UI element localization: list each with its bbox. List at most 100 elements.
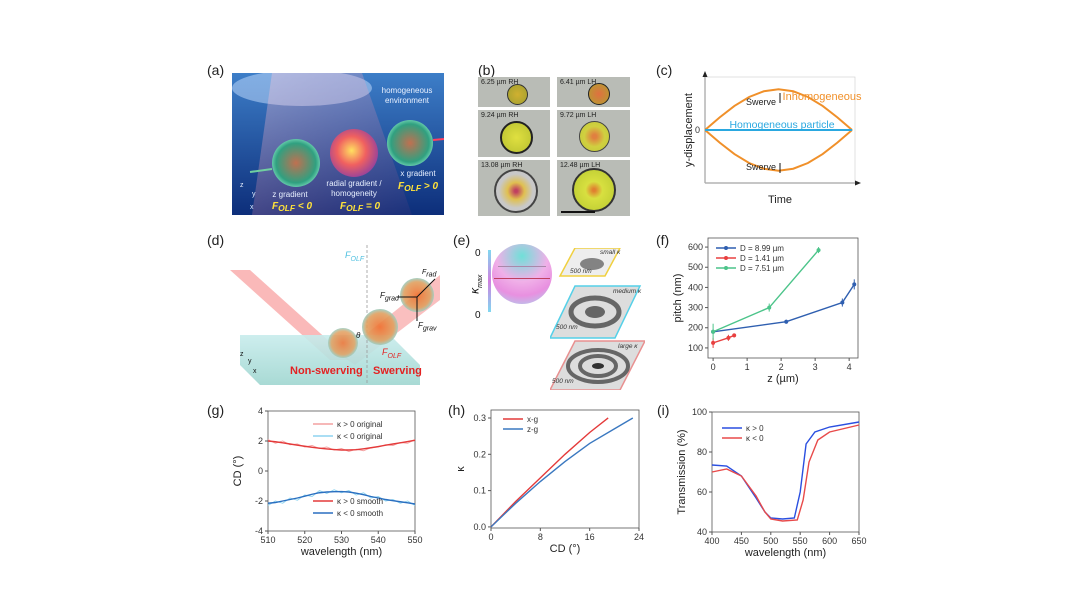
y-tick-label: 40 <box>697 527 707 537</box>
x-tick-label: 650 <box>851 536 866 546</box>
y-axis-label: CD (°) <box>232 456 244 487</box>
y-tick-label: 0.3 <box>473 413 486 423</box>
data-point <box>840 300 845 305</box>
panel-label-i: (i) <box>657 402 670 418</box>
legend-label: κ > 0 smooth <box>337 497 383 506</box>
data-point <box>784 319 789 324</box>
y-tick-label: 300 <box>688 303 703 313</box>
legend-label: z-g <box>527 425 538 434</box>
y-tick-label: 500 <box>688 262 703 272</box>
x-tick-label: 0 <box>488 532 493 542</box>
y-axis-label: pitch (nm) <box>672 274 684 323</box>
axis-z: z <box>240 351 244 358</box>
kappa-gradient-bar <box>488 250 491 312</box>
particle-force-diagram <box>400 278 434 312</box>
x-tick-label: 450 <box>734 536 749 546</box>
y-tick-label: 0 <box>695 125 700 135</box>
micrograph-tile: 13.08 µm RH <box>478 160 550 216</box>
y-axis-label: Transmission (%) <box>676 429 688 514</box>
micrograph-tile: 12.48 µm LH <box>557 160 630 216</box>
panel-label-d: (d) <box>207 232 225 248</box>
legend-label: x-g <box>527 415 538 424</box>
micrograph-tile: 6.25 µm RH <box>478 77 550 107</box>
tile-label-medium: medium κ <box>613 288 642 295</box>
legend-label: D = 8.99 µm <box>740 244 784 253</box>
y-tick-label: 80 <box>697 447 707 457</box>
scale-top-label: 0 <box>475 248 481 259</box>
x-tick-label: 3 <box>813 362 818 372</box>
y-axis-label: y-displacement <box>683 93 695 167</box>
f-olf-top-label: FOLF <box>345 250 365 263</box>
series-line <box>267 439 416 451</box>
x-arrow-icon <box>855 180 861 186</box>
axis-z: z <box>240 182 244 189</box>
legend-label: D = 1.41 µm <box>740 254 784 263</box>
series-line <box>704 88 853 131</box>
y-tick-label: 0.0 <box>473 522 486 532</box>
data-point <box>726 335 731 340</box>
substrate <box>240 335 420 385</box>
y-tick-label: -4 <box>255 526 263 536</box>
left-label: z gradient <box>272 190 308 199</box>
f-rad-arrow <box>416 278 436 298</box>
chart-f: 0 1 2 3 4 100 200 300 400 500 600 z (µm) pitch (nm) D… <box>672 237 859 385</box>
micrograph-tile: 6.41 µm LH <box>557 77 630 107</box>
x-axis-label: Time <box>768 194 792 206</box>
x-tick-label: 550 <box>793 536 808 546</box>
series-label-inhomogeneous: Inhomogeneous <box>783 91 862 103</box>
data-point <box>711 329 716 334</box>
legend-label: κ > 0 <box>746 424 764 433</box>
chart-h: 0 8 16 24 0.0 0.1 0.2 0.3 CD (°) κ x-gz-g <box>455 409 644 555</box>
right-label: x gradient <box>400 169 436 178</box>
theta-label: θ <box>356 331 361 340</box>
y-tick-label: 400 <box>688 282 703 292</box>
plot-frame <box>707 237 859 359</box>
annotation-swerve-down: Swerve <box>746 162 776 172</box>
series-line <box>490 417 609 528</box>
data-point <box>767 305 772 310</box>
legend-label: κ < 0 smooth <box>337 509 383 518</box>
data-point <box>732 333 737 338</box>
f-grad-label: Fgrad <box>380 291 399 303</box>
panel-label-f: (f) <box>656 232 670 248</box>
panel-label-a: (a) <box>207 62 225 78</box>
x-tick-label: 1 <box>745 362 750 372</box>
y-tick-label: 4 <box>258 406 263 416</box>
axis-y: y <box>248 358 252 365</box>
chart-i: 400 450 500 550 600 650 40 60 80 100 wavelength (n… <box>676 407 867 559</box>
series-label-homogeneous: Homogeneous particle <box>729 119 834 131</box>
scale-bottom-label: 0 <box>475 310 481 321</box>
x-tick-label: 540 <box>371 535 386 545</box>
panel-d-illustration: FOLF Fgrad Fgrav Frad θ FOLF Non-swervin… <box>230 245 440 385</box>
y-arrow-icon <box>702 71 708 77</box>
panel-label-b: (b) <box>478 62 496 78</box>
tile-label-small: small κ <box>600 249 621 256</box>
scale-bar <box>561 211 595 213</box>
y-axis-label: κ <box>455 466 467 472</box>
x-tick-label: 16 <box>585 532 595 542</box>
y-tick-label: 100 <box>692 407 707 417</box>
x-tick-label: 550 <box>407 535 422 545</box>
x-axis-label: wavelength (nm) <box>744 547 826 559</box>
y-tick-label: 200 <box>688 323 703 333</box>
non-swerving-label: Non-swerving <box>290 365 363 377</box>
y-tick-label: 2 <box>258 436 263 446</box>
x-tick-label: 2 <box>779 362 784 372</box>
panel-label-h: (h) <box>448 402 466 418</box>
series-line <box>711 424 860 522</box>
spiral-tiles <box>550 248 645 390</box>
right-force: FOLF > 0 <box>398 181 439 193</box>
x-tick-label: 600 <box>822 536 837 546</box>
x-axis-label: z (µm) <box>767 373 798 385</box>
annotation-swerve-up: Swerve <box>746 97 776 107</box>
y-tick-label: 0.2 <box>473 449 486 459</box>
axis-x: x <box>253 368 257 375</box>
legend-label: D = 7.51 µm <box>740 264 784 273</box>
panel-label-e: (e) <box>453 232 471 248</box>
f-rad-label: Frad <box>422 269 437 279</box>
tile-label-large: large κ <box>618 343 638 350</box>
series-line <box>711 421 860 520</box>
gradient-sphere <box>492 244 552 304</box>
data-point <box>816 248 821 253</box>
x-tick-label: 500 <box>763 536 778 546</box>
